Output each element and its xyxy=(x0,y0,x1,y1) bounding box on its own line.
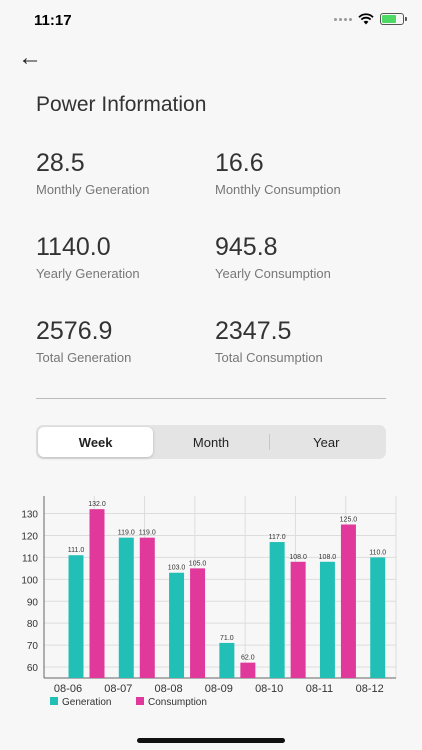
stat-value: 2576.9 xyxy=(36,317,113,345)
signal-dots-icon xyxy=(334,17,352,21)
y-tick-label: 70 xyxy=(27,641,39,652)
data-label: 110.0 xyxy=(369,549,386,556)
back-button[interactable]: ← xyxy=(18,44,42,72)
bar-consumption xyxy=(190,568,206,678)
stat-monthly-generation: 28.5 Monthly Generation xyxy=(36,148,214,197)
x-tick-label: 08-08 xyxy=(155,683,183,695)
stat-total-generation: 2576.9 Total Generation xyxy=(36,316,214,365)
bar-consumption xyxy=(139,537,155,678)
legend-label: Consumption xyxy=(148,697,207,708)
y-tick-label: 130 xyxy=(21,510,38,521)
data-label: 108.0 xyxy=(319,554,337,561)
status-time: 11:17 xyxy=(34,12,72,29)
data-label: 119.0 xyxy=(139,530,156,537)
bar-generation xyxy=(169,572,185,678)
stat-value: 2347.5 xyxy=(215,317,292,345)
bar-generation xyxy=(370,557,386,678)
stat-total-consumption: 2347.5 Total Consumption xyxy=(215,316,393,365)
bar-generation xyxy=(269,542,285,678)
data-label: 103.0 xyxy=(168,565,186,572)
x-tick-label: 08-10 xyxy=(255,683,283,695)
data-label: 111.0 xyxy=(68,547,85,554)
y-tick-label: 90 xyxy=(27,597,39,608)
stat-label: Yearly Consumption xyxy=(215,266,331,281)
x-tick-label: 08-11 xyxy=(306,683,333,695)
x-tick-label: 08-12 xyxy=(356,683,384,695)
tab-week[interactable]: Week xyxy=(38,427,154,457)
data-label: 119.0 xyxy=(118,530,135,537)
legend-swatch xyxy=(136,697,144,705)
stat-label: Total Consumption xyxy=(215,350,323,365)
data-label: 105.0 xyxy=(189,560,207,567)
bar-consumption xyxy=(240,662,256,678)
bar-generation xyxy=(118,537,134,678)
bar-generation xyxy=(319,561,335,678)
data-label: 62.0 xyxy=(241,655,255,662)
stat-label: Monthly Consumption xyxy=(215,182,341,197)
bar-consumption xyxy=(340,524,356,678)
y-tick-label: 120 xyxy=(21,531,38,542)
bar-generation xyxy=(219,642,235,678)
stat-yearly-generation: 1140.0 Yearly Generation xyxy=(36,232,214,281)
bar-generation xyxy=(68,555,84,678)
power-bar-chart: 60 70 80 90 100 110 120 130 111.0 132.0 08-06 119.0… xyxy=(21,496,397,708)
home-indicator xyxy=(137,738,285,743)
y-tick-label: 110 xyxy=(22,553,38,564)
data-label: 132.0 xyxy=(88,501,106,508)
legend-label: Generation xyxy=(62,697,111,708)
period-segmented-control: Week Month Year xyxy=(36,425,386,459)
arrow-left-icon[interactable]: ← xyxy=(18,44,42,71)
data-label: 71.0 xyxy=(220,635,234,642)
status-icons xyxy=(334,13,407,25)
divider xyxy=(36,398,386,399)
y-tick-label: 60 xyxy=(27,663,39,674)
stat-yearly-consumption: 945.8 Yearly Consumption xyxy=(215,232,393,281)
legend-swatch xyxy=(50,697,58,705)
battery-charging-icon xyxy=(380,13,407,25)
stat-value: 945.8 xyxy=(215,233,278,261)
y-tick-label: 80 xyxy=(27,619,39,630)
x-tick-label: 08-09 xyxy=(205,683,233,695)
stat-value: 1140.0 xyxy=(36,233,111,261)
bar-consumption xyxy=(290,561,306,678)
tab-month[interactable]: Month xyxy=(192,434,230,450)
wifi-icon xyxy=(358,13,374,25)
stat-monthly-consumption: 16.6 Monthly Consumption xyxy=(215,148,393,197)
x-tick-label: 08-07 xyxy=(104,683,132,695)
page-title: Power Information xyxy=(36,93,207,116)
bar-consumption xyxy=(89,509,105,678)
tab-year[interactable]: Year xyxy=(268,427,384,457)
stat-value: 28.5 xyxy=(36,149,85,177)
stat-label: Total Generation xyxy=(36,350,132,365)
data-label: 117.0 xyxy=(269,534,286,541)
stat-label: Yearly Generation xyxy=(36,266,140,281)
y-tick-label: 100 xyxy=(21,575,38,586)
stat-value: 16.6 xyxy=(215,149,264,177)
data-label: 125.0 xyxy=(340,517,358,524)
status-bar: 11:17 xyxy=(0,0,422,44)
stat-label: Monthly Generation xyxy=(36,182,150,197)
x-tick-label: 08-06 xyxy=(54,683,82,695)
data-label: 108.0 xyxy=(289,554,307,561)
